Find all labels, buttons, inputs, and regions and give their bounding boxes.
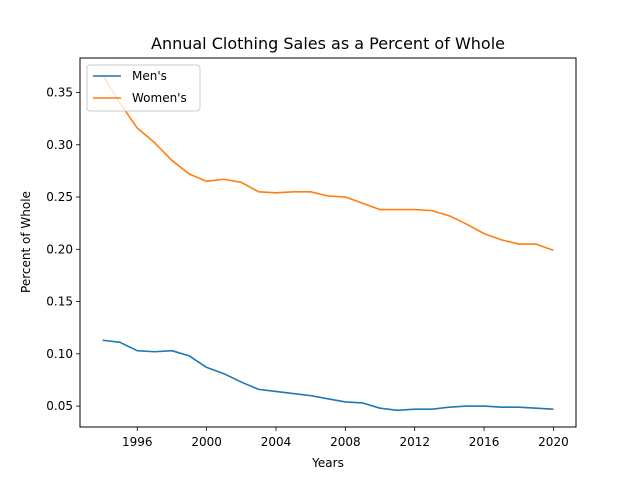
y-tick-label: 0.20 xyxy=(46,242,73,256)
y-tick-label: 0.25 xyxy=(46,190,73,204)
x-tick-label: 2000 xyxy=(191,435,222,449)
legend-label-womens: Women's xyxy=(132,91,187,105)
y-tick-label: 0.05 xyxy=(46,399,73,413)
x-tick-label: 2004 xyxy=(261,435,292,449)
x-tick-label: 2016 xyxy=(469,435,500,449)
y-tick-label: 0.30 xyxy=(46,138,73,152)
plot-lines xyxy=(101,74,554,412)
x-tick-label: 2008 xyxy=(330,435,361,449)
legend-label-mens: Men's xyxy=(132,69,167,83)
y-axis-label: Percent of Whole xyxy=(19,191,33,293)
plot-frame xyxy=(79,57,577,428)
series-line-womens xyxy=(101,74,554,252)
x-tick-label: 1996 xyxy=(122,435,153,449)
series-line-mens xyxy=(102,339,554,412)
axis-ticks: 1996 2000 2004 2008 2012 2016 2020 0.05 0.10 0.15… xyxy=(46,85,568,449)
x-tick-label: 2012 xyxy=(399,435,430,449)
x-axis-label: Years xyxy=(311,456,344,470)
y-tick-label: 0.15 xyxy=(46,295,73,309)
y-tick-label: 0.10 xyxy=(46,347,73,361)
legend: Men's Women's xyxy=(86,64,201,112)
y-tick-label: 0.35 xyxy=(46,85,73,99)
x-tick-label: 2020 xyxy=(538,435,569,449)
chart-title: Annual Clothing Sales as a Percent of Wh… xyxy=(151,34,505,53)
